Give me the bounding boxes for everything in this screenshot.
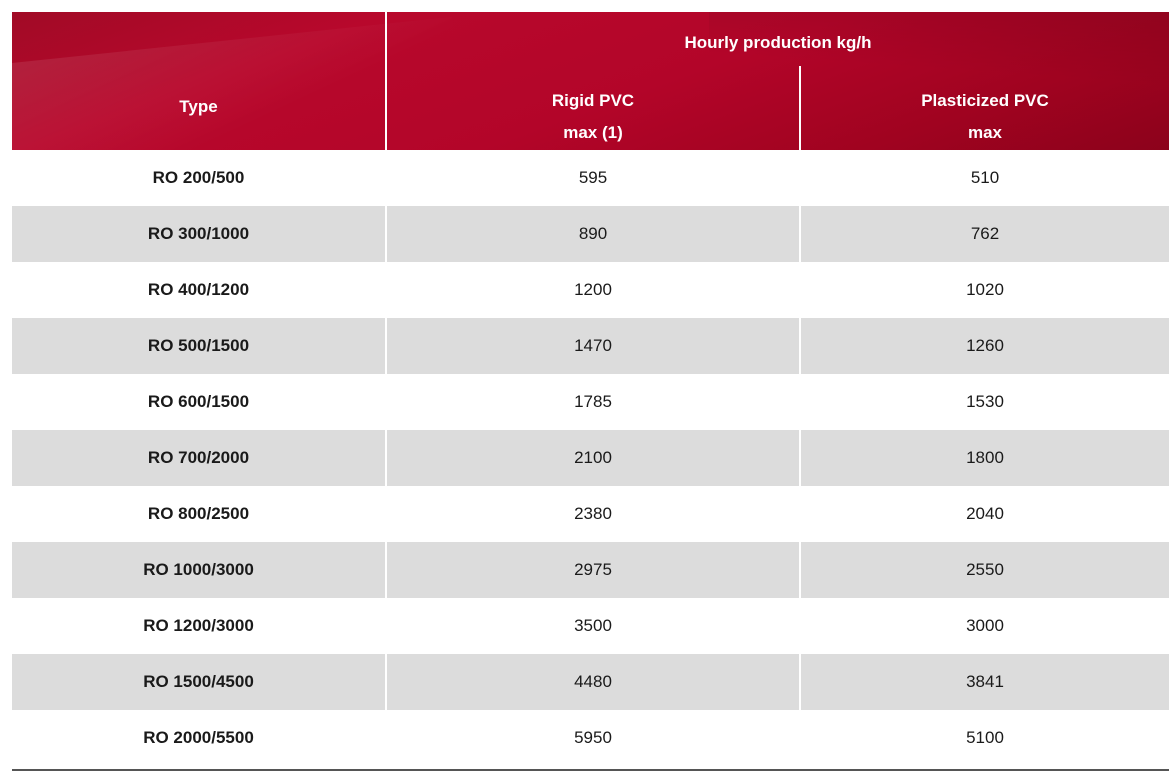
rigid-cell: 2380 [574,504,612,523]
rigid-cell: 1470 [574,336,612,355]
table-row: RO 600/1500 1785 1530 [12,374,1169,430]
header-subdivider [799,66,801,150]
plasticized-cell: 3000 [966,616,1004,635]
table-bottom-rule [12,769,1169,771]
plasticized-cell: 3841 [966,672,1004,691]
header-divider [385,12,387,150]
table-row: RO 200/500 595 510 [12,150,1169,206]
type-cell: RO 700/2000 [147,448,250,467]
rigid-cell: 5950 [574,728,612,747]
rigid-cell: 2975 [574,560,612,579]
table-row: RO 500/1500 1470 1260 [12,318,1169,374]
header-rigid-pvc: Rigid PVC max (1) [387,85,799,149]
header-plast-line1: Plasticized PVC [921,91,1049,110]
plasticized-cell: 1020 [966,280,1004,299]
header-plasticized-pvc: Plasticized PVC max [801,85,1169,149]
type-cell: RO 1500/4500 [143,672,254,691]
table-row: RO 400/1200 1200 1020 [12,262,1169,318]
type-cell: RO 500/1500 [147,336,250,355]
header-hourly-production: Hourly production kg/h [684,33,872,52]
type-cell: RO 800/2500 [147,504,250,523]
rigid-cell: 1200 [574,280,612,299]
type-cell: RO 1200/3000 [143,616,254,635]
plasticized-cell: 510 [970,168,1000,187]
rigid-cell: 595 [578,168,608,187]
header-plast-line2: max [967,123,1003,142]
type-cell: RO 400/1200 [147,280,250,299]
table-header: Type Hourly production kg/h Rigid PVC ma… [12,12,1169,150]
plasticized-cell: 1530 [966,392,1004,411]
table-row: RO 700/2000 2100 1800 [12,430,1169,486]
header-rigid-line2: max (1) [563,123,623,142]
rigid-cell: 4480 [574,672,612,691]
plasticized-cell: 1800 [966,448,1004,467]
rigid-cell: 1785 [574,392,612,411]
type-cell: RO 200/500 [152,168,245,187]
plasticized-cell: 5100 [966,728,1004,747]
table-row: RO 800/2500 2380 2040 [12,486,1169,542]
table-row: RO 300/1000 890 762 [12,206,1169,262]
type-cell: RO 1000/3000 [143,560,254,579]
rigid-cell: 890 [578,224,608,243]
rigid-cell: 2100 [574,448,612,467]
table-row: RO 1000/3000 2975 2550 [12,542,1169,598]
plasticized-cell: 1260 [966,336,1004,355]
type-cell: RO 2000/5500 [143,728,254,747]
rigid-cell: 3500 [574,616,612,635]
plasticized-cell: 762 [970,224,1000,243]
plasticized-cell: 2040 [966,504,1004,523]
table-row: RO 1200/3000 3500 3000 [12,598,1169,654]
type-cell: RO 300/1000 [147,224,250,243]
table-body: RO 200/500 595 510 RO 300/1000 890 762 R… [12,150,1169,766]
plasticized-cell: 2550 [966,560,1004,579]
header-type: Type [179,97,218,116]
table-row: RO 2000/5500 5950 5100 [12,710,1169,766]
table-row: RO 1500/4500 4480 3841 [12,654,1169,710]
production-table: Type Hourly production kg/h Rigid PVC ma… [12,12,1169,771]
type-cell: RO 600/1500 [147,392,250,411]
header-rigid-line1: Rigid PVC [551,91,635,110]
